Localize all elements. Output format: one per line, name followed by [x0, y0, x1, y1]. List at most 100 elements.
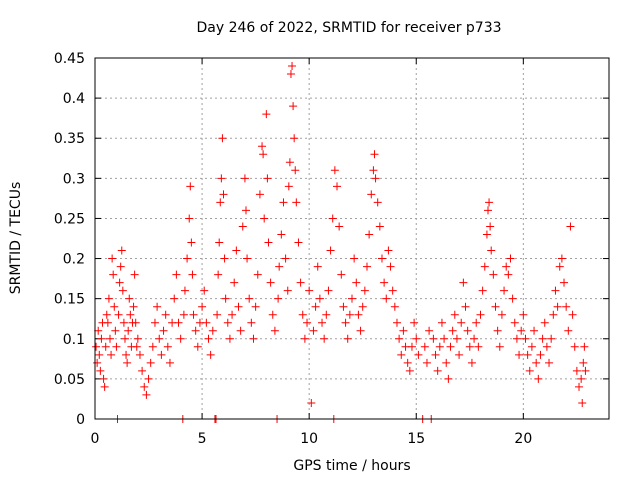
data-point — [390, 302, 399, 311]
data-point — [530, 326, 539, 335]
data-point — [315, 294, 324, 303]
data-point — [578, 398, 587, 407]
plot-frame — [94, 57, 610, 420]
data-point — [540, 318, 549, 327]
data-point — [159, 326, 168, 335]
data-point — [412, 334, 421, 343]
data-point — [112, 342, 121, 351]
data-point — [264, 238, 273, 247]
data-point — [470, 334, 479, 343]
data-point — [407, 342, 416, 351]
data-point — [448, 326, 457, 335]
data-point — [497, 310, 506, 319]
data-point — [326, 246, 335, 255]
data-point — [581, 366, 590, 375]
data-point — [395, 334, 404, 343]
data-point — [216, 198, 225, 207]
data-point — [515, 350, 524, 359]
data-point — [461, 302, 470, 311]
data-point — [99, 374, 108, 383]
data-point — [296, 278, 305, 287]
data-point — [111, 326, 120, 335]
data-point — [155, 334, 164, 343]
data-point — [176, 334, 185, 343]
data-point — [105, 334, 114, 343]
data-point — [96, 366, 105, 375]
data-point — [365, 230, 374, 239]
data-point — [95, 350, 104, 359]
data-point — [322, 310, 331, 319]
data-point — [103, 318, 112, 327]
data-point — [433, 366, 442, 375]
data-point — [425, 326, 434, 335]
data-point — [478, 286, 487, 295]
data-point — [120, 334, 129, 343]
data-point — [135, 350, 144, 359]
data-point — [328, 214, 337, 223]
data-point — [225, 334, 234, 343]
data-point — [482, 230, 491, 239]
data-point — [179, 310, 188, 319]
data-point — [94, 326, 103, 335]
data-point — [380, 278, 389, 287]
data-point — [126, 310, 135, 319]
data-point — [198, 302, 207, 311]
x-tick-label: 0 — [91, 431, 100, 447]
data-point — [117, 246, 126, 255]
data-point — [375, 222, 384, 231]
data-point — [527, 342, 536, 351]
data-point — [564, 326, 573, 335]
data-point — [313, 262, 322, 271]
data-point — [352, 278, 361, 287]
data-point — [487, 246, 496, 255]
data-point — [188, 270, 197, 279]
data-point — [285, 158, 294, 167]
data-point — [345, 310, 354, 319]
data-point — [238, 222, 247, 231]
data-point — [575, 382, 584, 391]
data-point — [369, 166, 378, 175]
data-point — [486, 222, 495, 231]
data-point — [277, 230, 286, 239]
data-point — [370, 150, 379, 159]
data-point — [240, 174, 249, 183]
data-point — [258, 142, 267, 151]
data-point — [429, 334, 438, 343]
data-point — [547, 334, 556, 343]
y-tick-label: 0.35 — [54, 131, 85, 147]
data-point — [525, 366, 534, 375]
data-point — [206, 350, 215, 359]
data-point — [288, 62, 297, 71]
data-point — [373, 198, 382, 207]
data-point — [337, 270, 346, 279]
data-point — [92, 342, 101, 351]
data-point — [414, 350, 423, 359]
y-tick-label: 0.3 — [63, 171, 85, 187]
data-point — [320, 334, 329, 343]
y-tick-label: 0.2 — [63, 252, 85, 268]
data-point — [512, 334, 521, 343]
data-point — [386, 262, 395, 271]
data-point — [403, 358, 412, 367]
data-point — [333, 182, 342, 191]
data-point — [551, 286, 560, 295]
data-point — [243, 254, 252, 263]
data-point — [110, 302, 119, 311]
data-point — [93, 358, 102, 367]
data-point — [146, 358, 155, 367]
data-point — [172, 270, 181, 279]
data-point — [185, 214, 194, 223]
data-point — [186, 182, 195, 191]
data-point — [557, 254, 566, 263]
data-point — [130, 270, 139, 279]
data-point — [245, 294, 254, 303]
data-point — [422, 358, 431, 367]
data-point — [131, 318, 140, 327]
data-point — [289, 102, 298, 111]
data-point — [129, 302, 138, 311]
data-point — [495, 342, 504, 351]
data-point — [294, 238, 303, 247]
y-axis-title: SRMTID / TECUs — [8, 182, 24, 295]
data-point — [560, 278, 569, 287]
